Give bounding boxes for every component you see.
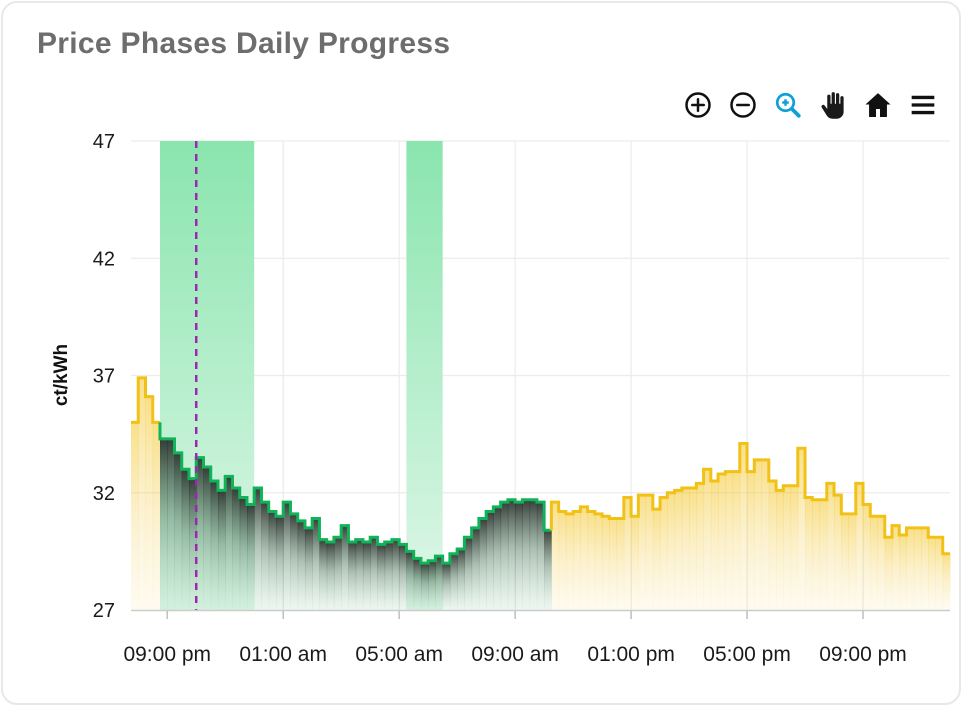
cheap-phase-night-area [159, 438, 552, 610]
circle-plus-icon [685, 92, 711, 118]
magnifier-plus-icon [775, 92, 801, 118]
y-axis-labels: 47 42 37 32 27 [93, 131, 115, 622]
expensive-phase-day-area [551, 443, 951, 610]
zoom-out-button[interactable] [725, 87, 761, 123]
cheap-window-2 [406, 141, 443, 610]
x-tick-label: 09:00 pm [819, 643, 907, 666]
home-button[interactable] [860, 87, 896, 123]
x-tick-label: 05:00 pm [703, 643, 791, 666]
x-tick-label: 09:00 pm [123, 643, 211, 666]
chart-toolbar [680, 87, 941, 123]
y-tick-label: 37 [93, 366, 115, 388]
box-zoom-button[interactable] [770, 87, 806, 123]
pan-button[interactable] [815, 87, 851, 123]
y-tick-label: 32 [93, 483, 115, 505]
home-icon [865, 93, 891, 117]
cheap-phase-night-line [158, 422, 552, 565]
x-tick-label: 01:00 am [239, 643, 327, 666]
expensive-phase-evening-area [131, 377, 161, 610]
circle-minus-icon [730, 92, 756, 118]
y-tick-label: 42 [93, 248, 115, 270]
price-phase-chart-canvas[interactable]: 47 42 37 32 27 ct/kWh 09:00 pm 01:00 am 05:00 am… [3, 3, 961, 705]
menu-button[interactable] [905, 87, 941, 123]
page-title: Price Phases Daily Progress [37, 27, 451, 60]
expensive-phase-day-line [549, 442, 950, 556]
hand-icon [821, 92, 844, 119]
zoom-in-button[interactable] [680, 87, 716, 123]
x-tick-label: 09:00 am [471, 643, 559, 666]
y-tick-label: 27 [93, 600, 115, 622]
y-axis-title: ct/kWh [51, 344, 72, 406]
x-axis-labels: 09:00 pm 01:00 am 05:00 am 09:00 am 01:00 pm… [123, 643, 906, 666]
y-tick-label: 47 [93, 131, 115, 153]
x-axis [131, 609, 950, 619]
expensive-phase-evening-line [131, 376, 160, 424]
x-tick-label: 05:00 am [355, 643, 443, 666]
hamburger-icon [911, 95, 935, 115]
x-tick-label: 01:00 pm [587, 643, 675, 666]
